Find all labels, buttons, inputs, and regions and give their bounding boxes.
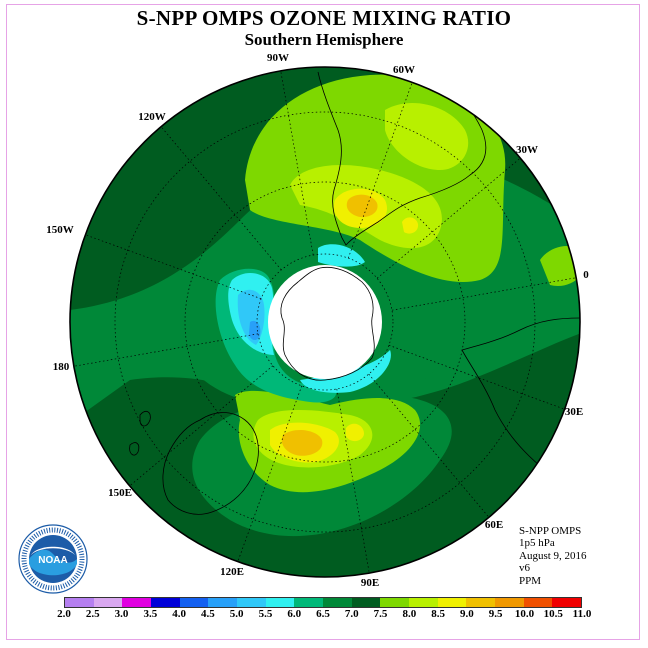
colorbar-tick-label: 9.0 bbox=[460, 608, 474, 620]
graticule bbox=[73, 70, 577, 574]
colorbar-tick-label: 7.5 bbox=[373, 608, 388, 620]
colorbar-swatch bbox=[151, 598, 180, 607]
colorbar-swatch bbox=[122, 598, 152, 607]
meridian-line bbox=[368, 373, 490, 518]
meridian-line bbox=[85, 234, 262, 300]
date-label: August 9, 2016 bbox=[519, 549, 587, 562]
meridian-line bbox=[280, 70, 314, 256]
meridian-label: 30E bbox=[565, 406, 583, 418]
units-label: PPM bbox=[519, 574, 542, 587]
colorbar-tick-label: 10.5 bbox=[543, 608, 563, 620]
figure-frame bbox=[6, 4, 640, 640]
meridian-line bbox=[160, 126, 282, 271]
colorbar-swatch bbox=[237, 598, 266, 607]
map-subtitle: Southern Hemisphere bbox=[244, 30, 404, 49]
meridian-label: 150E bbox=[108, 487, 132, 499]
meridian-label: 60E bbox=[485, 519, 503, 531]
meridian-label: 90W bbox=[267, 52, 289, 64]
colorbar-swatch bbox=[495, 598, 524, 607]
field-8.0-northeast bbox=[385, 102, 469, 170]
no-data-polar-night bbox=[268, 265, 382, 379]
colorbar-tick-label: 8.0 bbox=[402, 608, 417, 620]
colorbar-tick-label: 6.5 bbox=[316, 608, 330, 620]
field-5.5-south bbox=[300, 350, 391, 393]
coast-antarctica bbox=[280, 266, 375, 381]
latitude-circle bbox=[184, 181, 466, 463]
colorbar-swatch bbox=[323, 598, 352, 607]
colorbar-tick-label: 10.0 bbox=[514, 608, 535, 620]
colorbar-tick-label: 3.5 bbox=[143, 608, 158, 620]
colorbar-tick-label: 2.5 bbox=[85, 608, 100, 620]
colorbar-swatch bbox=[437, 598, 467, 607]
version-label: v6 bbox=[519, 562, 530, 575]
colorbar-swatch bbox=[466, 598, 496, 607]
field-4.5 bbox=[249, 320, 261, 341]
colorbar-tick-label: 7.0 bbox=[344, 608, 359, 620]
colorbar-tick-label: 8.5 bbox=[431, 608, 445, 620]
colorbar-tick-label: 11.0 bbox=[572, 608, 592, 620]
map-title: S-NPP OMPS OZONE MIXING RATIO bbox=[136, 6, 512, 30]
colorbar-ticks: 2.0 2.5 3.0 3.5 4.0 4.5 5.0 5.5 6.0 6.5 7.0 7.5 8.0 8… bbox=[57, 608, 591, 622]
colorbar-swatch bbox=[65, 598, 94, 607]
colorbar-swatch bbox=[208, 598, 238, 607]
meridian-line bbox=[347, 82, 413, 259]
colorbar-tick-label: 2.0 bbox=[57, 608, 71, 620]
colorbar-swatch bbox=[351, 598, 381, 607]
meridian-label: 90E bbox=[361, 577, 379, 589]
map-boundary bbox=[69, 66, 581, 578]
colorbar-swatch bbox=[409, 598, 438, 607]
colorbar-tick-label: 5.5 bbox=[258, 608, 273, 620]
coast-new-zealand bbox=[129, 411, 151, 456]
coast-australia bbox=[162, 412, 259, 515]
colorbar bbox=[64, 597, 582, 608]
meridian-label: 150W bbox=[46, 224, 74, 236]
instrument-label: S-NPP OMPS bbox=[519, 525, 582, 537]
meridian-labels: 90W 60W 30W 0 30E 60E 90E 120E 150E 180 150W 120W bbox=[46, 52, 589, 589]
colorbar-swatch bbox=[380, 598, 410, 607]
meridian-lines bbox=[73, 70, 577, 574]
colorbar-tick-label: 5.0 bbox=[229, 608, 244, 620]
info-panel: S-NPP OMPS 1p5 hPa August 9, 2016 v6 PPM bbox=[519, 525, 587, 587]
logo-text: NOAA bbox=[38, 555, 67, 566]
field-5.5-north bbox=[318, 244, 365, 267]
field-9.0-south bbox=[281, 429, 323, 456]
noaa-logo: NOAA bbox=[18, 524, 88, 594]
field-8.5-spot-south bbox=[346, 423, 364, 442]
colorbar-swatch bbox=[179, 598, 209, 607]
latitude-circle bbox=[256, 253, 394, 391]
colorbar-tick-label: 6.0 bbox=[287, 608, 302, 620]
field-8.5-spot bbox=[402, 217, 419, 234]
colorbar-swatch bbox=[523, 598, 553, 607]
meridian-label: 60W bbox=[393, 64, 415, 76]
colorbar-swatch bbox=[552, 598, 582, 607]
colorbar-swatch bbox=[265, 598, 295, 607]
latitude-circle bbox=[114, 111, 536, 533]
colorbar-tick-label: 4.5 bbox=[201, 608, 215, 620]
meridian-line bbox=[376, 157, 521, 279]
colorbar-swatch bbox=[294, 598, 324, 607]
coast-south-america bbox=[317, 71, 487, 246]
ozone-field bbox=[70, 67, 580, 577]
meridian-line bbox=[129, 365, 274, 487]
meridian-label: 120W bbox=[138, 111, 166, 123]
colorbar-tick-label: 4.0 bbox=[172, 608, 186, 620]
colorbar-tick-label: 9.5 bbox=[488, 608, 503, 620]
meridian-label: 0 bbox=[583, 269, 589, 281]
meridian-label: 30W bbox=[516, 144, 538, 156]
pressure-level: 1p5 hPa bbox=[519, 537, 555, 550]
field-9.0-north bbox=[346, 194, 378, 218]
meridian-label: 180 bbox=[53, 361, 70, 373]
meridian-label: 120E bbox=[220, 566, 244, 578]
colorbar-tick-label: 3.0 bbox=[114, 608, 129, 620]
colorbar-swatch bbox=[93, 598, 123, 607]
meridian-line bbox=[237, 385, 303, 562]
